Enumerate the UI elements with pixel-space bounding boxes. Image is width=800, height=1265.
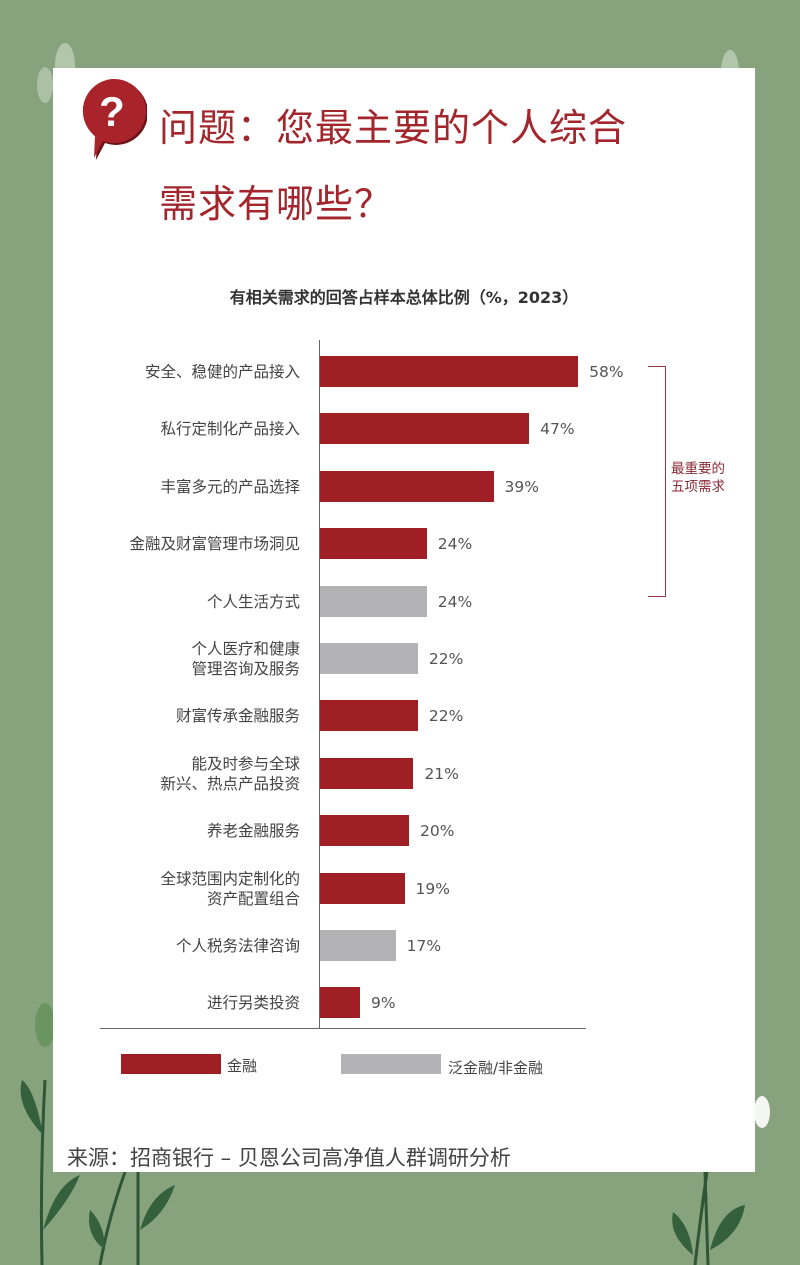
infographic-card: ? 问题：您最主要的个人综合 需求有哪些？ 有相关需求的回答占样本总体比例（%，… xyxy=(53,68,755,1172)
bar xyxy=(320,700,418,732)
bar-category-label: 个人税务法律咨询 xyxy=(175,937,300,955)
bar-category-label: 个人医疗和健康 管理咨询及服务 xyxy=(191,640,300,678)
legend-swatch-financial xyxy=(121,1054,221,1074)
bar-category-label: 丰富多元的产品选择 xyxy=(160,477,300,496)
title-line-2: 需求有哪些？ xyxy=(159,182,394,226)
chart-title: 有相关需求的回答占样本总体比例（%，2023） xyxy=(229,288,579,307)
bar-category-label: 金融及财富管理市场洞见 xyxy=(129,535,300,554)
bar-row: 进行另类投资 9% xyxy=(53,987,755,1019)
bar xyxy=(320,643,418,674)
bar-category-label: 财富传承金融服务 xyxy=(175,707,300,726)
y-axis-line xyxy=(319,340,320,1028)
legend-label-non-financial: 泛金融/非金融 xyxy=(448,1059,544,1077)
question-speech-bubble-icon: ? xyxy=(82,78,147,160)
bar-row: 丰富多元的产品选择 39% xyxy=(53,470,755,503)
bar-row: 养老金融服务 20% xyxy=(53,815,755,847)
bar-row: 个人生活方式 24% xyxy=(53,585,755,618)
bar-category-label: 进行另类投资 xyxy=(206,994,300,1013)
bar-row: 金融及财富管理市场洞见 24% xyxy=(53,528,755,560)
bar-value-label: 39% xyxy=(504,477,539,496)
x-axis-line xyxy=(100,1028,586,1029)
bar-row: 安全、稳健的产品接入 58% xyxy=(53,356,755,388)
bar xyxy=(320,872,405,904)
bar xyxy=(320,413,530,445)
bar-row: 个人税务法律咨询 17% xyxy=(53,930,755,962)
bar-value-label: 24% xyxy=(437,592,473,611)
bar-row: 全球范围内定制化的 资产配置组合 19% xyxy=(53,870,755,908)
bar-value-label: 22% xyxy=(428,707,464,726)
bar-value-label: 20% xyxy=(420,822,455,841)
legend-swatch-non-financial xyxy=(341,1054,441,1074)
bar xyxy=(320,815,409,847)
legend-label-financial: 金融 xyxy=(227,1057,258,1075)
bar-value-label: 17% xyxy=(406,937,442,955)
bar-category-label: 养老金融服务 xyxy=(206,822,300,841)
top-five-bracket xyxy=(648,366,666,597)
bar-category-label: 安全、稳健的产品接入 xyxy=(144,363,300,381)
bar-value-label: 24% xyxy=(437,535,473,554)
bar xyxy=(320,930,396,961)
bar xyxy=(320,987,361,1019)
bar-value-label: 58% xyxy=(589,363,624,381)
bar xyxy=(320,528,427,560)
bar-category-label: 能及时参与全球 新兴、热点产品投资 xyxy=(160,754,300,793)
bar-value-label: 47% xyxy=(540,420,575,439)
bar-category-label: 全球范围内定制化的 资产配置组合 xyxy=(160,869,300,908)
bar-category-label: 个人生活方式 xyxy=(206,592,300,611)
title-line-1: 问题：您最主要的个人综合 xyxy=(159,106,628,150)
bar xyxy=(320,585,427,617)
bar xyxy=(320,356,579,387)
bar-row: 财富传承金融服务 22% xyxy=(53,700,755,732)
bar-row: 能及时参与全球 新兴、热点产品投资 21% xyxy=(53,755,755,793)
bar-value-label: 19% xyxy=(415,879,450,898)
bar-value-label: 9% xyxy=(371,994,396,1013)
top-five-label: 最重要的 五项需求 xyxy=(671,461,725,495)
svg-text:?: ? xyxy=(99,88,125,135)
source-note: 来源：招商银行 – 贝恩公司高净值人群调研分析 xyxy=(67,1146,511,1170)
bar xyxy=(320,470,494,502)
bar-value-label: 22% xyxy=(428,650,464,668)
bar-value-label: 21% xyxy=(424,764,459,783)
bar xyxy=(320,757,414,789)
bar-category-label: 私行定制化产品接入 xyxy=(160,420,300,439)
bar-row: 个人医疗和健康 管理咨询及服务 22% xyxy=(53,640,755,678)
bar-row: 私行定制化产品接入 47% xyxy=(53,413,755,445)
page-title: 问题：您最主要的个人综合 需求有哪些？ xyxy=(159,90,739,242)
